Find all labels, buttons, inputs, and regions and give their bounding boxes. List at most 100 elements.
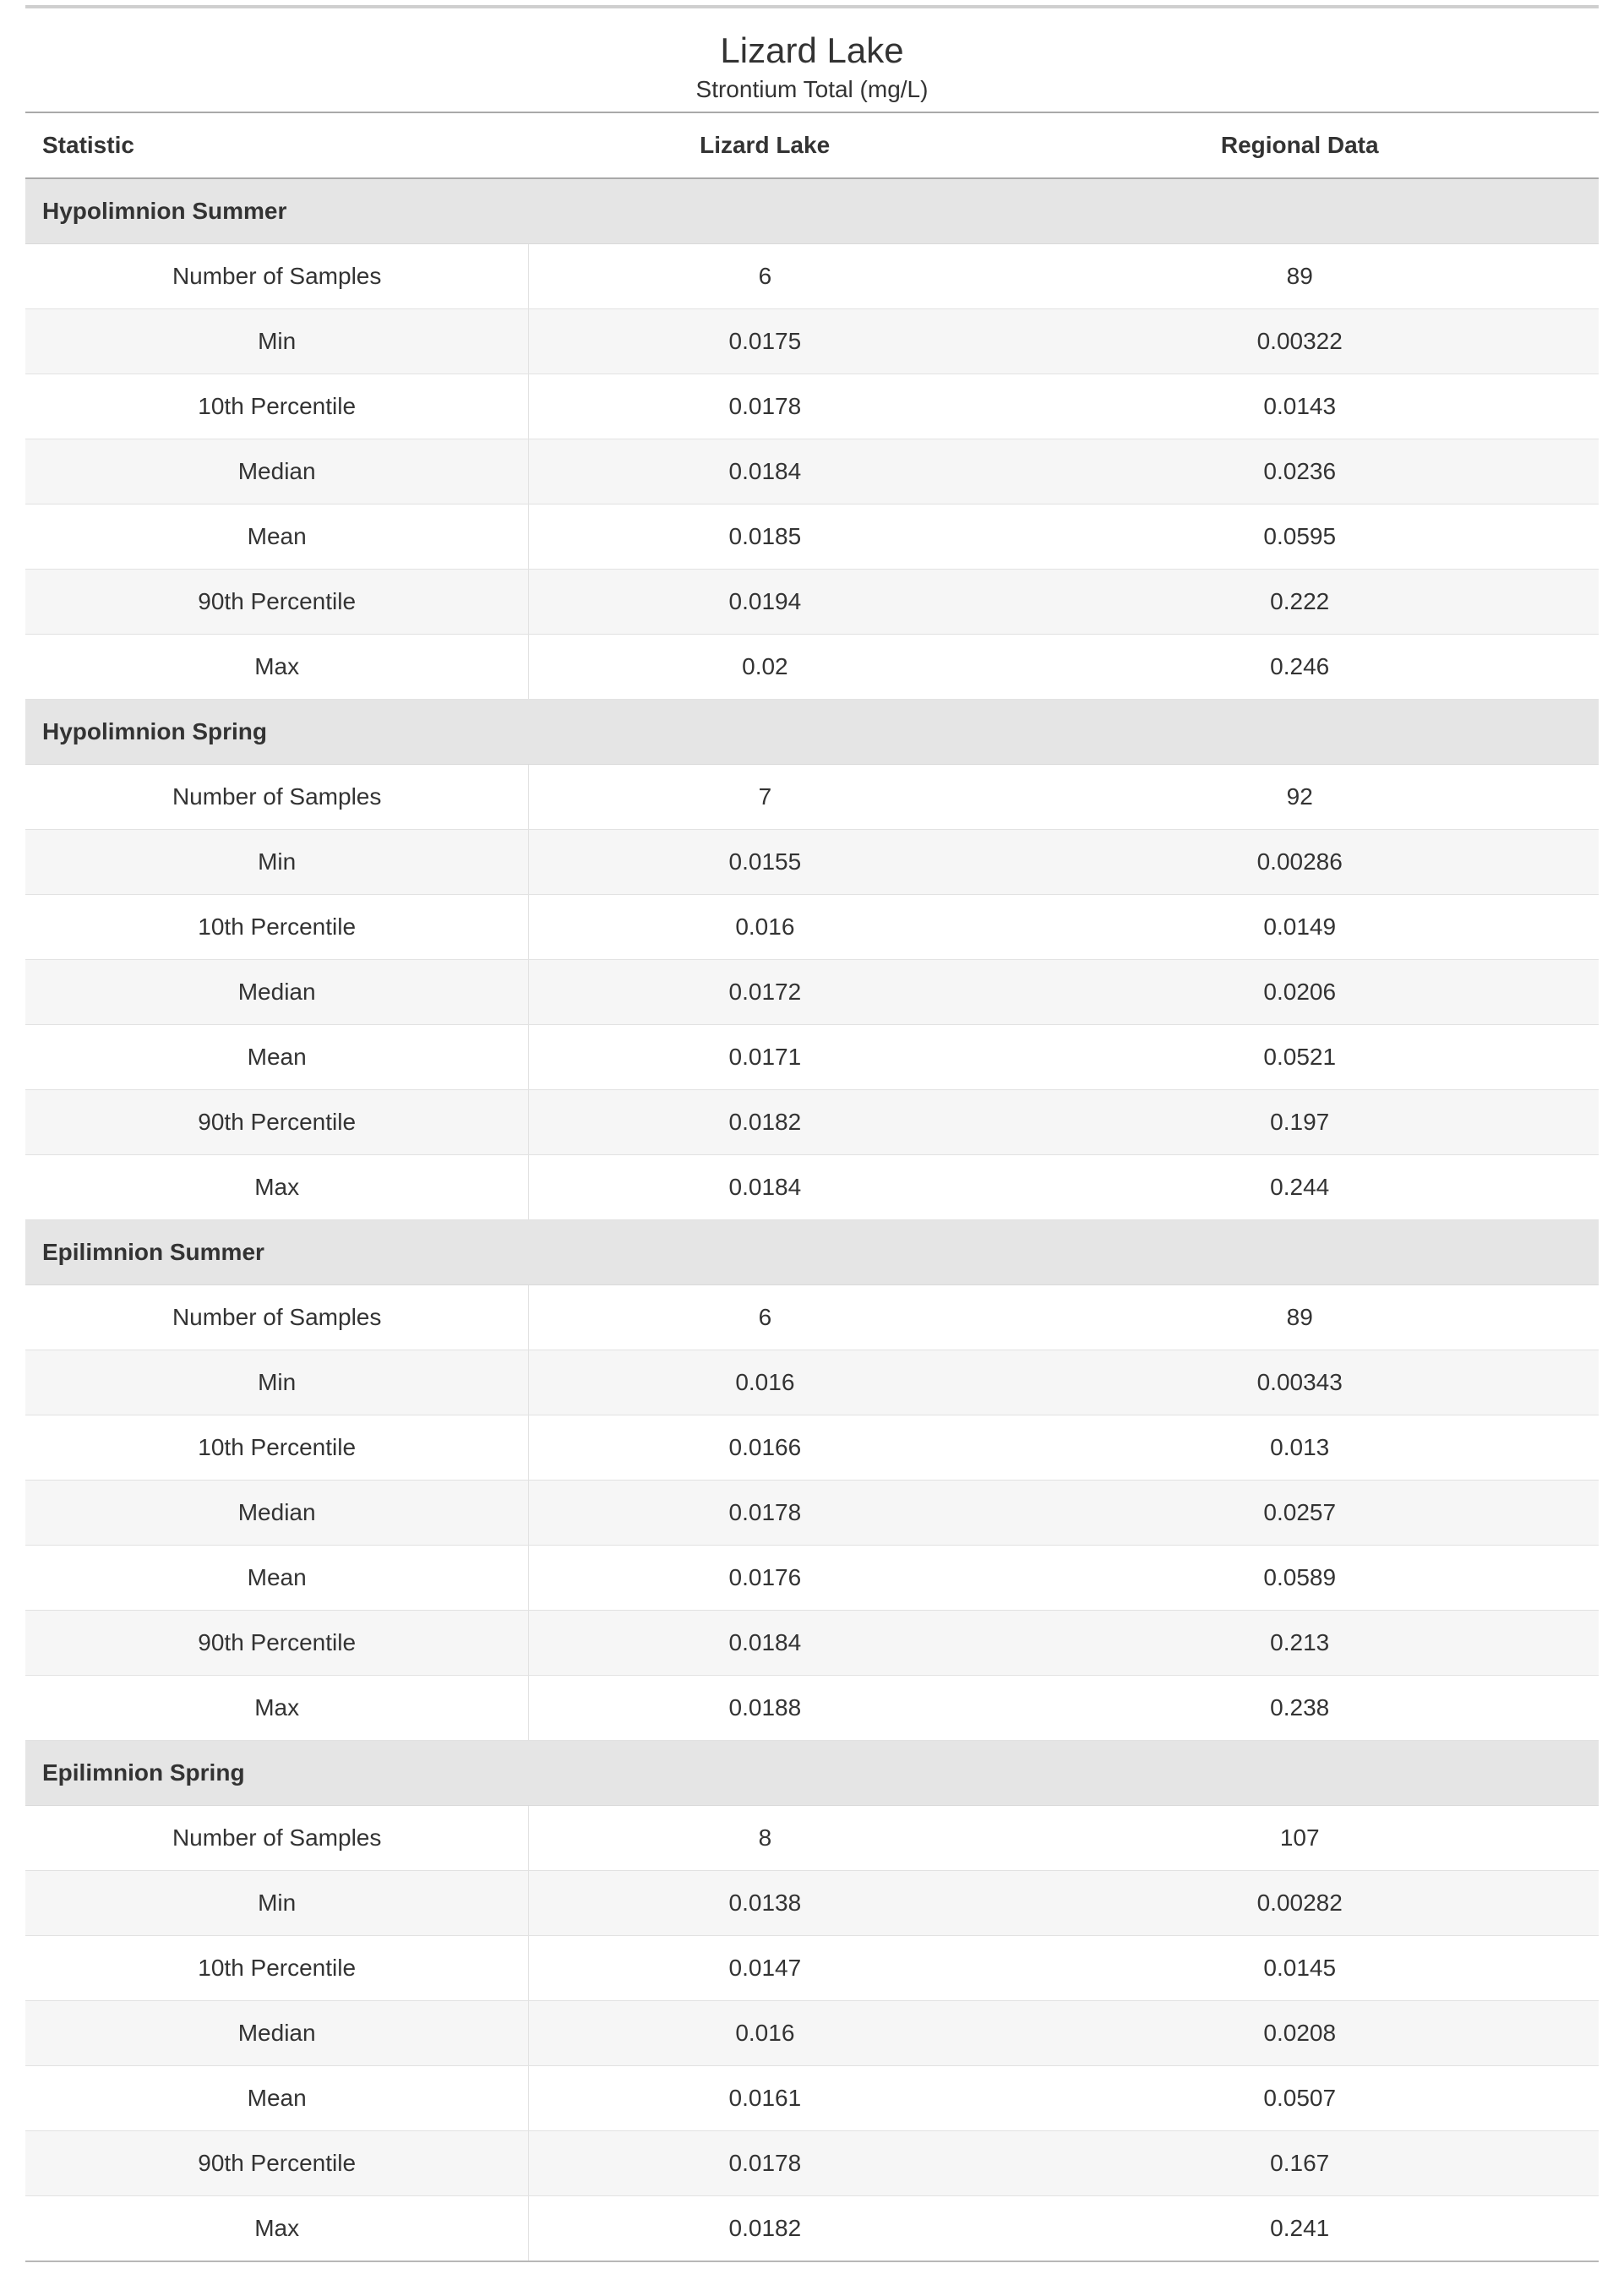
stat-label-cell: Number of Samples bbox=[25, 1806, 529, 1871]
col-header-regional-data: Regional Data bbox=[1000, 112, 1599, 178]
regional-data-value-cell: 0.241 bbox=[1000, 2196, 1599, 2262]
table-row: Min0.01380.00282 bbox=[25, 1871, 1599, 1936]
title-block: Lizard Lake Strontium Total (mg/L) bbox=[25, 8, 1599, 112]
regional-data-value-cell: 0.167 bbox=[1000, 2131, 1599, 2196]
regional-data-value-cell: 0.0149 bbox=[1000, 895, 1599, 960]
stat-label-cell: Min bbox=[25, 830, 529, 895]
stat-label-cell: 10th Percentile bbox=[25, 895, 529, 960]
col-header-lizard-lake: Lizard Lake bbox=[529, 112, 1001, 178]
lizard-lake-value-cell: 0.0161 bbox=[529, 2066, 1001, 2131]
table-row: Number of Samples792 bbox=[25, 765, 1599, 830]
stat-label-cell: Median bbox=[25, 2001, 529, 2066]
regional-data-value-cell: 0.244 bbox=[1000, 1155, 1599, 1220]
regional-data-value-cell: 0.0143 bbox=[1000, 374, 1599, 439]
lizard-lake-value-cell: 0.0184 bbox=[529, 439, 1001, 504]
lizard-lake-value-cell: 0.016 bbox=[529, 2001, 1001, 2066]
stat-label-cell: Min bbox=[25, 1350, 529, 1415]
stat-label-cell: Number of Samples bbox=[25, 244, 529, 309]
regional-data-value-cell: 0.0145 bbox=[1000, 1936, 1599, 2001]
lizard-lake-value-cell: 0.0172 bbox=[529, 960, 1001, 1025]
lizard-lake-value-cell: 6 bbox=[529, 1285, 1001, 1350]
stat-label-cell: Min bbox=[25, 1871, 529, 1936]
table-header-row: Statistic Lizard Lake Regional Data bbox=[25, 112, 1599, 178]
regional-data-value-cell: 0.013 bbox=[1000, 1415, 1599, 1481]
regional-data-value-cell: 0.213 bbox=[1000, 1611, 1599, 1676]
group-header-label: Hypolimnion Summer bbox=[25, 178, 1599, 244]
table-row: 10th Percentile0.01780.0143 bbox=[25, 374, 1599, 439]
stat-label-cell: Mean bbox=[25, 2066, 529, 2131]
stat-label-cell: Max bbox=[25, 1155, 529, 1220]
regional-data-value-cell: 92 bbox=[1000, 765, 1599, 830]
stat-label-cell: Median bbox=[25, 1481, 529, 1546]
lizard-lake-value-cell: 0.0182 bbox=[529, 1090, 1001, 1155]
table-row: 10th Percentile0.01660.013 bbox=[25, 1415, 1599, 1481]
regional-data-value-cell: 0.0521 bbox=[1000, 1025, 1599, 1090]
regional-data-value-cell: 89 bbox=[1000, 244, 1599, 309]
page-subtitle: Strontium Total (mg/L) bbox=[25, 76, 1599, 103]
stat-label-cell: Median bbox=[25, 960, 529, 1025]
lizard-lake-value-cell: 8 bbox=[529, 1806, 1001, 1871]
page-title: Lizard Lake bbox=[25, 30, 1599, 71]
lizard-lake-value-cell: 0.0178 bbox=[529, 1481, 1001, 1546]
table-row: 10th Percentile0.0160.0149 bbox=[25, 895, 1599, 960]
lizard-lake-value-cell: 0.0171 bbox=[529, 1025, 1001, 1090]
table-row: Max0.01840.244 bbox=[25, 1155, 1599, 1220]
stat-label-cell: 90th Percentile bbox=[25, 1090, 529, 1155]
table-row: Median0.01720.0206 bbox=[25, 960, 1599, 1025]
stat-label-cell: 10th Percentile bbox=[25, 1415, 529, 1481]
table-row: Mean0.01710.0521 bbox=[25, 1025, 1599, 1090]
table-row: 90th Percentile0.01780.167 bbox=[25, 2131, 1599, 2196]
stat-label-cell: Max bbox=[25, 1676, 529, 1741]
table-row: 90th Percentile0.01940.222 bbox=[25, 570, 1599, 635]
stat-label-cell: 90th Percentile bbox=[25, 1611, 529, 1676]
stat-label-cell: Mean bbox=[25, 1546, 529, 1611]
lizard-lake-value-cell: 0.0194 bbox=[529, 570, 1001, 635]
regional-data-value-cell: 0.0589 bbox=[1000, 1546, 1599, 1611]
group-header-label: Epilimnion Spring bbox=[25, 1741, 1599, 1806]
table-row: Mean0.01850.0595 bbox=[25, 504, 1599, 570]
stat-label-cell: Mean bbox=[25, 504, 529, 570]
stat-label-cell: Number of Samples bbox=[25, 1285, 529, 1350]
stat-label-cell: 10th Percentile bbox=[25, 1936, 529, 2001]
table-row: 90th Percentile0.01840.213 bbox=[25, 1611, 1599, 1676]
regional-data-value-cell: 0.00282 bbox=[1000, 1871, 1599, 1936]
lizard-lake-value-cell: 0.0184 bbox=[529, 1611, 1001, 1676]
table-row: Mean0.01760.0589 bbox=[25, 1546, 1599, 1611]
regional-data-value-cell: 0.222 bbox=[1000, 570, 1599, 635]
table-row: Min0.0160.00343 bbox=[25, 1350, 1599, 1415]
stat-label-cell: 10th Percentile bbox=[25, 374, 529, 439]
lizard-lake-value-cell: 0.0178 bbox=[529, 374, 1001, 439]
stat-label-cell: Max bbox=[25, 2196, 529, 2262]
table-row: Max0.020.246 bbox=[25, 635, 1599, 700]
lizard-lake-value-cell: 0.0175 bbox=[529, 309, 1001, 374]
table-row: Max0.01880.238 bbox=[25, 1676, 1599, 1741]
regional-data-value-cell: 0.0206 bbox=[1000, 960, 1599, 1025]
lizard-lake-value-cell: 6 bbox=[529, 244, 1001, 309]
table-row: 10th Percentile0.01470.0145 bbox=[25, 1936, 1599, 2001]
table-row: Median0.01840.0236 bbox=[25, 439, 1599, 504]
stat-label-cell: Mean bbox=[25, 1025, 529, 1090]
regional-data-value-cell: 0.238 bbox=[1000, 1676, 1599, 1741]
table-row: Median0.0160.0208 bbox=[25, 2001, 1599, 2066]
regional-data-value-cell: 0.0257 bbox=[1000, 1481, 1599, 1546]
lizard-lake-value-cell: 0.0185 bbox=[529, 504, 1001, 570]
regional-data-value-cell: 89 bbox=[1000, 1285, 1599, 1350]
lizard-lake-value-cell: 0.0147 bbox=[529, 1936, 1001, 2001]
group-header-row: Epilimnion Spring bbox=[25, 1741, 1599, 1806]
lizard-lake-value-cell: 0.0182 bbox=[529, 2196, 1001, 2262]
table-row: Median0.01780.0257 bbox=[25, 1481, 1599, 1546]
table-row: 90th Percentile0.01820.197 bbox=[25, 1090, 1599, 1155]
stat-label-cell: Median bbox=[25, 439, 529, 504]
stat-label-cell: Max bbox=[25, 635, 529, 700]
group-header-label: Epilimnion Summer bbox=[25, 1220, 1599, 1285]
group-header-row: Hypolimnion Summer bbox=[25, 178, 1599, 244]
regional-data-value-cell: 0.0595 bbox=[1000, 504, 1599, 570]
stat-label-cell: 90th Percentile bbox=[25, 570, 529, 635]
lizard-lake-value-cell: 0.0138 bbox=[529, 1871, 1001, 1936]
lizard-lake-value-cell: 0.0155 bbox=[529, 830, 1001, 895]
group-header-row: Epilimnion Summer bbox=[25, 1220, 1599, 1285]
lizard-lake-value-cell: 0.0166 bbox=[529, 1415, 1001, 1481]
regional-data-value-cell: 0.0208 bbox=[1000, 2001, 1599, 2066]
lizard-lake-value-cell: 0.02 bbox=[529, 635, 1001, 700]
lizard-lake-value-cell: 0.016 bbox=[529, 1350, 1001, 1415]
